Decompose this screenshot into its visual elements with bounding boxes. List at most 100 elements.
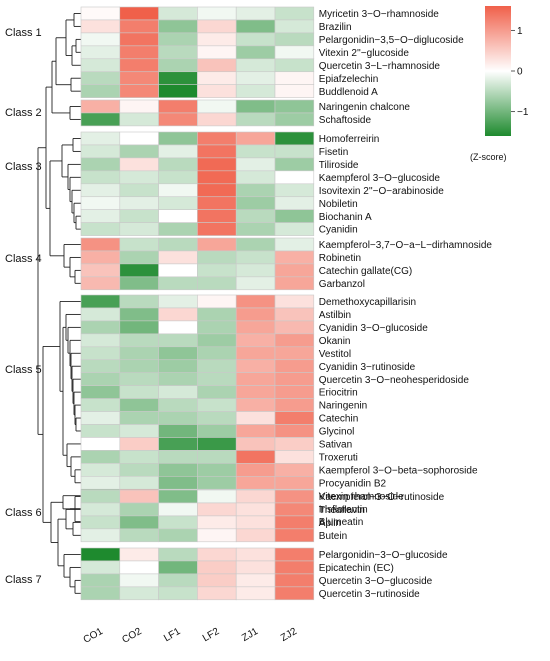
- heatmap-cell: [235, 131, 276, 146]
- heatmap-cell: [119, 157, 159, 172]
- heatmap-cell: [119, 58, 159, 73]
- heatmap-cell: [158, 502, 198, 517]
- heatmap-cell: [119, 450, 159, 464]
- heatmap-cell: [235, 58, 276, 73]
- color-scale-tick-label: 0: [517, 67, 523, 78]
- heatmap-cell: [274, 437, 315, 451]
- heatmap-cell: [235, 547, 276, 562]
- row-label: Quercetin 3−L−rhamnoside: [319, 61, 441, 72]
- heatmap-cell: [197, 372, 237, 386]
- heatmap-cell: [119, 475, 159, 490]
- heatmap-cell: [119, 99, 159, 114]
- heatmap-cell: [274, 157, 315, 172]
- class-label: Class 4: [5, 253, 42, 265]
- heatmap-cell: [274, 489, 315, 504]
- heatmap-cell: [274, 183, 315, 198]
- heatmap-cell: [235, 45, 276, 60]
- row-label: Epicatechin (EC): [319, 563, 394, 574]
- heatmap-cell: [119, 71, 159, 85]
- heatmap-cell: [197, 359, 237, 373]
- class-label: Class 3: [5, 161, 42, 173]
- heatmap-cell: [119, 398, 159, 412]
- row-label: Eriocitrin: [319, 388, 358, 399]
- class-label: Class 6: [5, 507, 42, 519]
- heatmap-cell: [119, 515, 159, 530]
- heatmap-cell: [235, 250, 276, 265]
- row-label: Epiafzelechin: [319, 74, 378, 85]
- heatmap-cell: [119, 45, 159, 60]
- heatmap-cell: [235, 385, 276, 399]
- column-label: LF1: [162, 626, 183, 644]
- heatmap-cell: [235, 209, 276, 223]
- row-label: Catechin gallate(CG): [319, 266, 412, 277]
- heatmap-cell: [80, 515, 121, 530]
- heatmap-cell: [80, 183, 121, 198]
- heatmap-cell: [274, 528, 315, 543]
- heatmap-cells: [80, 6, 315, 601]
- heatmap-cell: [197, 112, 237, 127]
- row-label: Homoferreirin: [319, 134, 380, 145]
- heatmap-cell: [119, 573, 159, 588]
- heatmap-cell: [197, 209, 237, 223]
- heatmap-cell: [274, 450, 315, 464]
- heatmap-cell: [80, 411, 121, 425]
- heatmap-cell: [197, 333, 237, 348]
- heatmap-cell: [80, 45, 121, 60]
- heatmap-cell: [235, 424, 276, 438]
- heatmap-cell: [80, 359, 121, 373]
- heatmap-cell: [197, 307, 237, 322]
- heatmap-cell: [197, 71, 237, 85]
- heatmap-cell: [80, 437, 121, 451]
- heatmap-cell: [197, 560, 237, 575]
- heatmap-cell: [158, 84, 198, 98]
- heatmap-cell: [119, 250, 159, 265]
- heatmap-cell: [197, 385, 237, 399]
- heatmap-cell: [80, 586, 121, 601]
- heatmap-cell: [119, 6, 159, 21]
- class-labels: Class 1 Class 2 Class 3 Class 4 Class 5 Class…: [5, 27, 42, 586]
- heatmap-cell: [80, 346, 121, 361]
- heatmap-cell: [158, 222, 198, 236]
- heatmap-cell: [158, 183, 198, 198]
- heatmap-cell: [235, 437, 276, 451]
- heatmap-cell: [158, 515, 198, 530]
- heatmap-cell: [274, 222, 315, 236]
- heatmap-cell: [119, 112, 159, 127]
- heatmap-cell: [274, 196, 315, 210]
- heatmap-cell: [158, 112, 198, 127]
- heatmap-cell: [80, 144, 121, 159]
- heatmap-cell: [158, 573, 198, 588]
- heatmap-cell: [197, 263, 237, 278]
- heatmap-cell: [119, 209, 159, 223]
- heatmap-cell: [119, 276, 159, 291]
- heatmap-cell: [274, 573, 315, 588]
- heatmap-cell: [80, 424, 121, 438]
- heatmap-cell: [119, 372, 159, 386]
- row-label: Cyanidin 3−O−glucoside: [319, 323, 428, 334]
- heatmap-cell: [119, 320, 159, 335]
- row-label: Sativan: [319, 440, 352, 451]
- heatmap-cell: [119, 294, 159, 309]
- heatmap-cell: [235, 19, 276, 34]
- column-label: CO2: [120, 626, 144, 646]
- heatmap-cell: [197, 84, 237, 98]
- heatmap-cell: [274, 359, 315, 373]
- heatmap-cell: [197, 547, 237, 562]
- heatmap-cell: [274, 294, 315, 309]
- heatmap-cell: [235, 196, 276, 210]
- heatmap-cell: [274, 209, 315, 223]
- heatmap-cell: [197, 45, 237, 60]
- row-label: Tiliroside: [319, 160, 359, 171]
- heatmap-cell: [274, 32, 315, 47]
- heatmap-cell: [235, 320, 276, 335]
- heatmap-cell: [158, 475, 198, 490]
- heatmap-cell: [274, 560, 315, 575]
- row-label: Myricetin 3−O−rhamnoside: [319, 9, 439, 20]
- heatmap-cell: [274, 58, 315, 73]
- row-label: Pelargonidin−3−O−glucoside: [319, 550, 448, 561]
- heatmap-cell: [158, 157, 198, 172]
- row-label: Apiin: [319, 518, 341, 529]
- heatmap-cell: [80, 237, 121, 252]
- heatmap-cell: [197, 99, 237, 114]
- heatmap-cell: [158, 547, 198, 562]
